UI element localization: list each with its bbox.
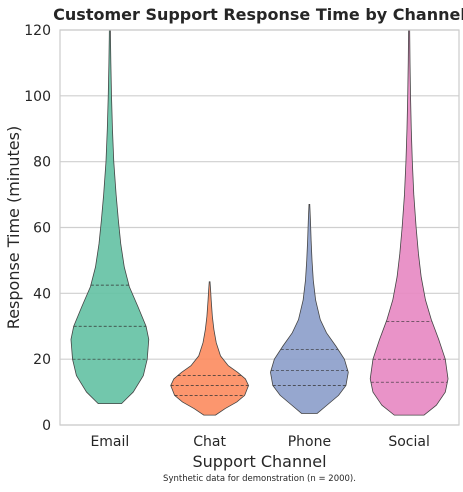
chart-caption: Synthetic data for demonstration (n = 20… — [163, 474, 356, 484]
violin-phone — [270, 204, 349, 414]
x-axis-title: Support Channel — [192, 452, 326, 471]
violin-layer — [70, 30, 449, 416]
violin-email — [70, 30, 150, 404]
violin-social — [369, 30, 449, 416]
x-tick-label: Phone — [288, 434, 331, 450]
y-tick-label: 80 — [33, 155, 51, 171]
x-tick-label: Email — [90, 434, 129, 450]
y-tick-label: 0 — [42, 418, 51, 434]
violin-chat — [170, 281, 249, 416]
x-tick-labels: Email Chat Phone Social — [90, 434, 429, 450]
y-tick-label: 120 — [24, 23, 51, 39]
plot-frame — [59, 29, 460, 426]
y-tick-label: 60 — [33, 221, 51, 237]
violin-body — [170, 281, 249, 416]
violin-body — [270, 204, 349, 414]
x-tick-label: Chat — [193, 434, 226, 450]
violin-body — [369, 30, 449, 416]
y-tick-label: 100 — [24, 89, 51, 105]
chart-title: Customer Support Response Time by Channe… — [53, 5, 463, 24]
y-tick-labels: 0 20 40 60 80 100 120 — [24, 23, 51, 434]
x-tick-label: Social — [388, 434, 430, 450]
y-tick-label: 20 — [33, 352, 51, 368]
y-axis-title: Response Time (minutes) — [4, 126, 23, 329]
violin-body — [70, 30, 150, 404]
y-tick-label: 40 — [33, 286, 51, 302]
